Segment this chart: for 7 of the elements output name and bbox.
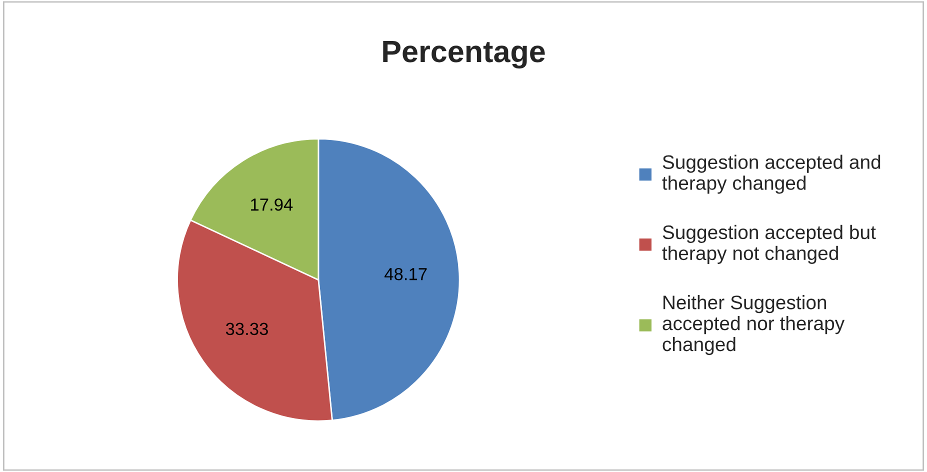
data-label: 48.17: [384, 268, 427, 280]
legend-label: Suggestion accepted but therapy not changed: [662, 224, 876, 264]
legend-label: Neither Suggestion accepted nor therapy changed: [662, 295, 845, 356]
chart-title: Percentage: [383, 41, 545, 69]
legend-label: Suggestion accepted and therapy changed: [662, 154, 880, 194]
data-label: 17.94: [251, 198, 293, 211]
data-label: 33.33: [226, 322, 268, 336]
